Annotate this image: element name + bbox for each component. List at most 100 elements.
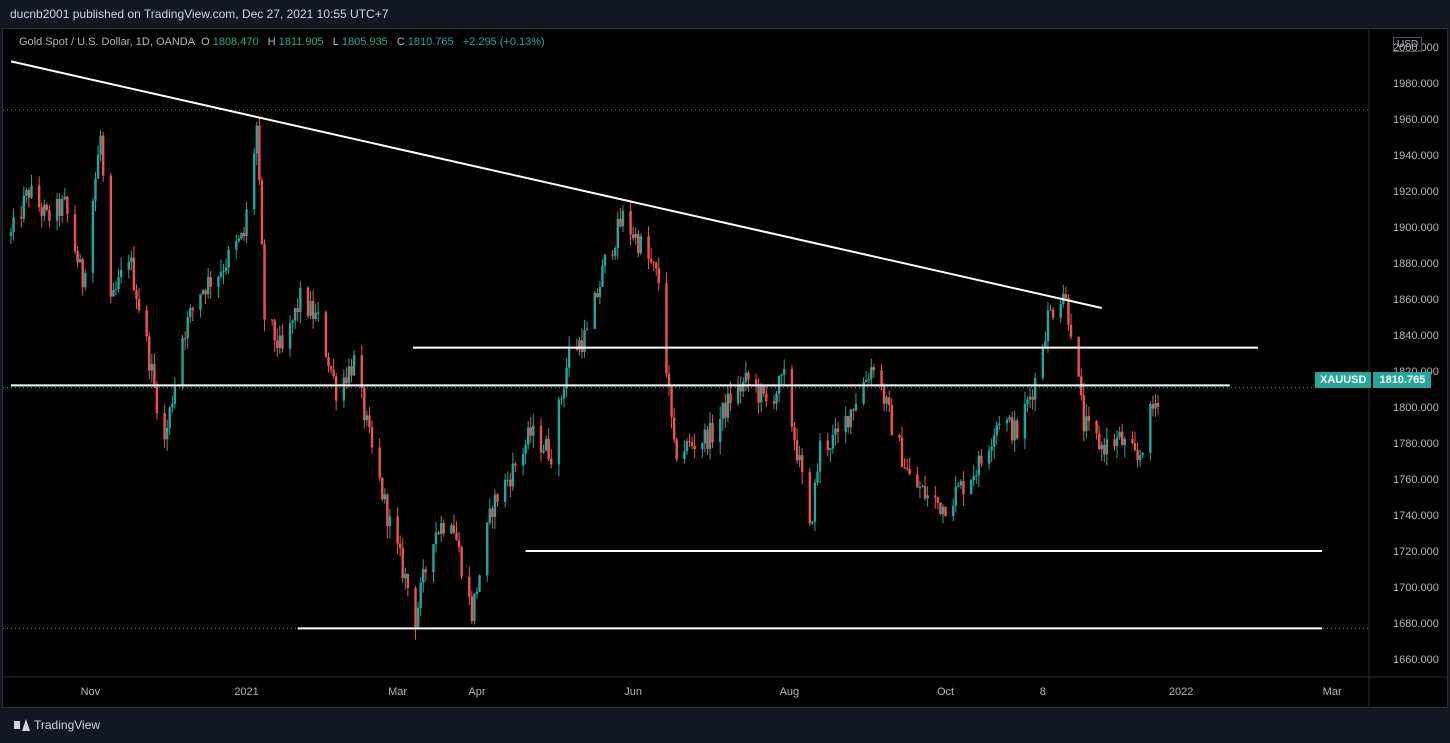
candle-body xyxy=(854,403,858,411)
candle-body xyxy=(992,435,996,447)
y-tick-label: 1860.000 xyxy=(1393,294,1439,306)
candle-body xyxy=(736,385,740,404)
top-bar: ducnb2001 published on TradingView.com, … xyxy=(0,0,1450,28)
candle-body xyxy=(701,443,704,450)
candle-body xyxy=(575,347,579,350)
candle-body xyxy=(1133,443,1137,451)
candle-body xyxy=(294,308,297,321)
price-tag-value: 1810.765 xyxy=(1373,372,1432,388)
candle-body xyxy=(168,407,171,428)
x-tick-label: 2021 xyxy=(234,686,258,698)
tradingview-brand[interactable]: TradingView xyxy=(14,718,100,732)
candle-body xyxy=(503,479,507,503)
close-label: C xyxy=(396,36,405,48)
candle-body xyxy=(442,523,445,534)
candle-body xyxy=(1103,444,1106,455)
candle-body xyxy=(539,425,543,453)
candle-body xyxy=(957,485,960,487)
candle-body xyxy=(1100,444,1103,450)
candle-body xyxy=(739,385,742,392)
candle-body xyxy=(155,384,159,414)
candle-body xyxy=(470,596,474,622)
candle-body xyxy=(544,438,548,451)
candle-body xyxy=(112,290,115,297)
candle-body xyxy=(726,393,730,418)
candle-body xyxy=(808,472,812,524)
candle-body xyxy=(350,366,353,376)
y-tick-label: 1780.000 xyxy=(1393,438,1439,450)
candle-body xyxy=(99,135,102,155)
candle-body xyxy=(132,257,136,291)
candle-body xyxy=(314,312,317,319)
y-tick-label: 1840.000 xyxy=(1393,330,1439,342)
y-tick-label: 1680.000 xyxy=(1393,618,1439,630)
candle-body xyxy=(836,428,840,432)
candle-body xyxy=(414,587,417,628)
candle-body xyxy=(790,368,794,427)
candle-body xyxy=(1016,420,1019,439)
candle-body xyxy=(708,422,712,449)
x-tick-label: 2022 xyxy=(1169,686,1193,698)
candle-body xyxy=(621,210,625,227)
candle-body xyxy=(619,218,622,227)
candle-body xyxy=(934,495,937,498)
candle-body xyxy=(1064,294,1068,298)
y-tick-label: 1720.000 xyxy=(1393,546,1439,558)
high-value: 1811.905 xyxy=(278,36,324,48)
ohlc-legend: Gold Spot / U.S. Dollar, 1D, OANDA O 1808… xyxy=(19,36,548,48)
candle-body xyxy=(30,185,33,198)
candle-body xyxy=(58,198,61,216)
candle-body xyxy=(273,320,276,341)
y-tick-label: 1960.000 xyxy=(1393,114,1439,126)
candle-body xyxy=(506,479,509,481)
chart-area[interactable]: 2000.000 1980.000 1960.000 1940.000 1920.000… xyxy=(2,28,1448,708)
candle-body xyxy=(96,154,100,179)
high-label: H xyxy=(267,36,276,48)
candle-body xyxy=(744,372,748,382)
candle-body xyxy=(135,290,138,300)
candle-body xyxy=(849,409,853,428)
candle-body xyxy=(20,217,23,219)
candle-body xyxy=(9,232,13,236)
candle-body xyxy=(1041,347,1045,379)
candle-body xyxy=(616,218,620,249)
candle-body xyxy=(818,440,822,472)
candle-body xyxy=(634,233,637,239)
candle-body xyxy=(509,479,512,487)
candle-body xyxy=(460,546,463,577)
candle-body xyxy=(1051,309,1055,318)
candle-body xyxy=(1095,420,1098,434)
candle-body xyxy=(916,474,919,488)
candle-body xyxy=(719,419,722,443)
candle-body xyxy=(693,445,696,450)
candle-body xyxy=(66,196,69,214)
candle-body xyxy=(862,381,865,404)
candle-body xyxy=(941,506,945,515)
candle-body xyxy=(493,494,497,518)
candle-body xyxy=(793,426,796,441)
candle-body xyxy=(1097,433,1101,450)
candle-body xyxy=(603,254,607,266)
currency-unit-button[interactable]: USD xyxy=(1393,37,1423,52)
candle-body xyxy=(1028,396,1032,400)
candle-body xyxy=(199,293,202,310)
candle-body xyxy=(224,267,228,272)
candle-body xyxy=(486,522,489,576)
candle-body xyxy=(473,593,476,622)
candle-body xyxy=(1026,399,1029,404)
candle-body xyxy=(898,434,901,438)
y-tick-label: 1880.000 xyxy=(1393,258,1439,270)
candle-body xyxy=(191,308,194,310)
candle-body xyxy=(800,455,804,473)
x-tick-label: Aug xyxy=(780,686,800,698)
candle-body xyxy=(890,404,893,435)
candle-body xyxy=(962,481,965,495)
candle-body xyxy=(150,364,154,371)
price-chart[interactable]: 2000.0001980.0001960.0001940.0001920.000… xyxy=(3,29,1447,707)
tradingview-logo-icon xyxy=(14,719,30,731)
candle-body xyxy=(84,272,87,288)
candle-body xyxy=(921,486,924,488)
candle-body xyxy=(614,248,617,256)
candle-body xyxy=(1118,431,1121,438)
candle-body xyxy=(276,340,279,348)
